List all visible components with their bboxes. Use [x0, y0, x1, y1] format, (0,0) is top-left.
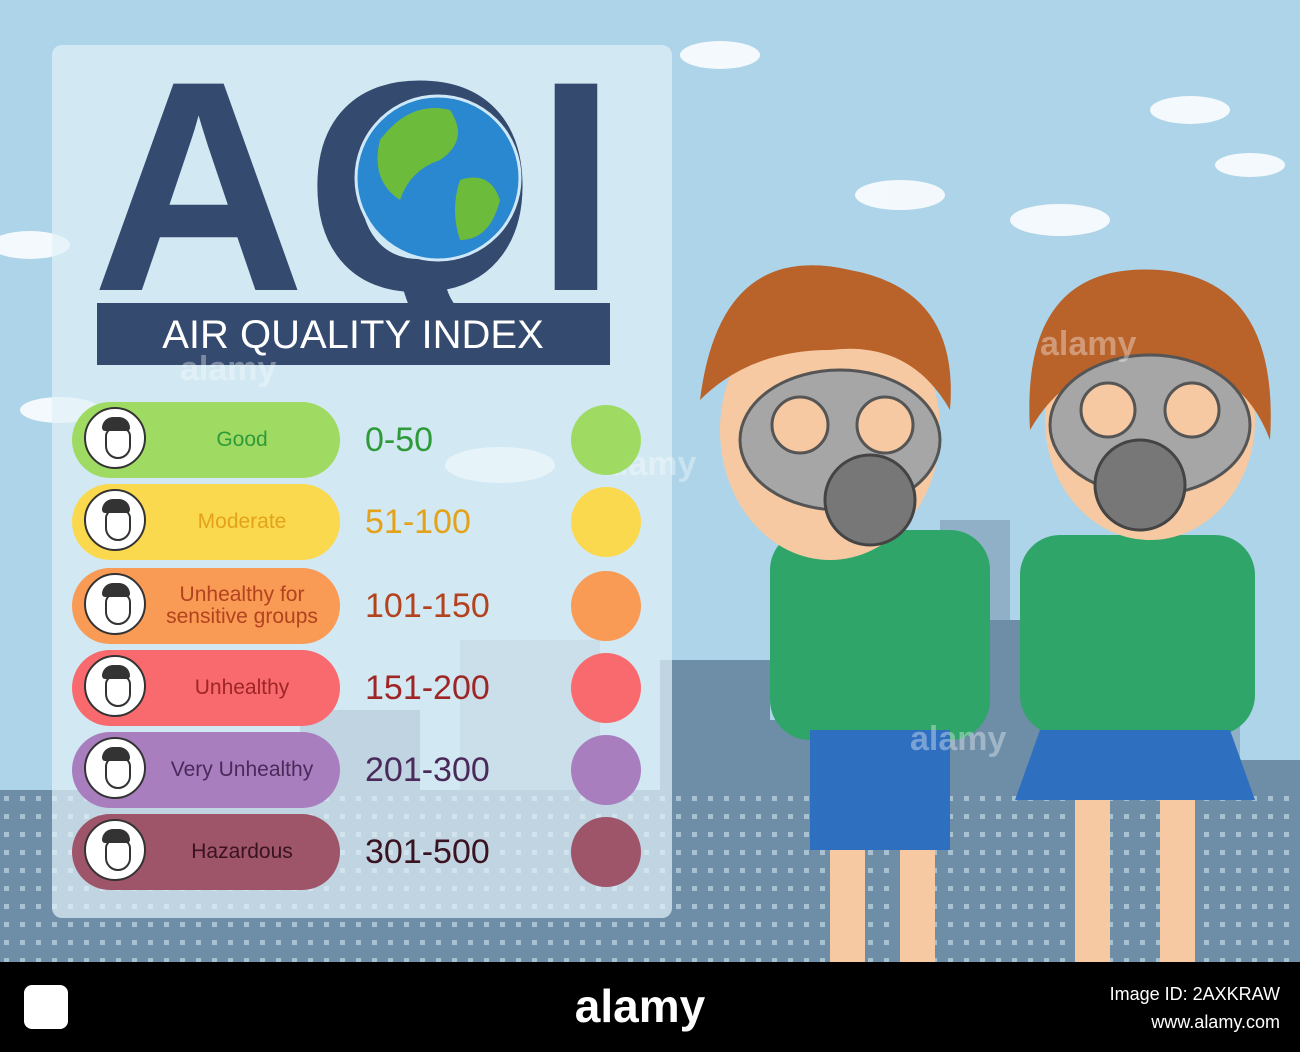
face-icon — [84, 655, 146, 717]
face-icon — [84, 407, 146, 469]
level-dot — [571, 735, 641, 805]
watermark: alamy — [1040, 325, 1136, 363]
footer-url: www.alamy.com — [1150, 1012, 1280, 1032]
subtitle-banner — [97, 303, 610, 365]
level-dot — [571, 487, 641, 557]
title: AQI — [92, 18, 617, 354]
level-dot — [571, 405, 641, 475]
level-label: Unhealthy for sensitive groups — [166, 583, 318, 628]
watermark: alamy — [910, 720, 1006, 758]
level-label: Hazardous — [191, 840, 293, 863]
levels: Good 0-50 Moderate 51-100 Unhealthy for sens… — [72, 402, 641, 890]
level-range: 151-200 — [365, 669, 490, 707]
level-range: 101-150 — [365, 587, 490, 625]
globe — [354, 94, 522, 262]
footer-logo — [24, 985, 68, 1029]
face-icon — [84, 489, 146, 551]
level-range: 0-50 — [365, 421, 434, 459]
face-icon — [84, 737, 146, 799]
level-pill: Very Unhealthy — [72, 732, 340, 808]
level-dot — [571, 653, 641, 723]
face-icon — [84, 819, 146, 881]
level-range: 51-100 — [365, 503, 471, 541]
face-icon — [84, 573, 146, 635]
level-range: 301-500 — [365, 833, 490, 871]
level-pill: Good — [72, 402, 340, 478]
kids — [700, 265, 1271, 962]
level-pill: Moderate — [72, 484, 340, 560]
level-pill: Unhealthy for sensitive groups — [72, 568, 340, 644]
level-label: Moderate — [197, 510, 287, 533]
level-dot — [571, 817, 641, 887]
footer-image-id: Image ID: 2AXKRAW — [1110, 984, 1280, 1004]
footer-bar — [0, 962, 1300, 1052]
level-range: 201-300 — [365, 751, 490, 789]
level-pill: Unhealthy — [72, 650, 340, 726]
subtitle: AIR QUALITY INDEX — [162, 313, 544, 357]
level-label: Good — [216, 428, 268, 451]
watermark: alamy — [180, 350, 276, 388]
level-label: Unhealthy — [194, 676, 290, 699]
level-pill: Hazardous — [72, 814, 340, 890]
footer-brand: alamy — [575, 980, 706, 1032]
level-dot — [571, 571, 641, 641]
level-label: Very Unhealthy — [170, 758, 314, 781]
